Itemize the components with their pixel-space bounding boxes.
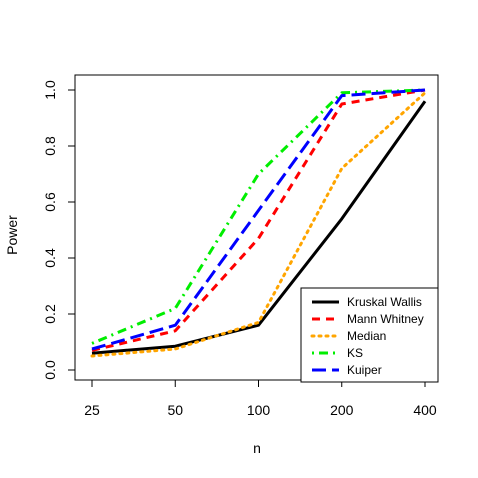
x-tick-label: 50 — [167, 402, 183, 418]
x-axis: 25 50 100 200 400 — [84, 379, 437, 418]
x-tick-label: 400 — [413, 402, 437, 418]
series-line-ks — [91, 88, 426, 345]
x-tick-label: 100 — [247, 402, 271, 418]
legend-label: Kruskal Wallis — [347, 295, 422, 309]
y-axis: 0.0 0.2 0.4 0.6 0.8 1.0 — [42, 80, 76, 380]
y-tick-label: 0.0 — [42, 360, 58, 380]
y-tick-label: 0.2 — [42, 304, 58, 324]
series-line-kruskal-wallis — [91, 100, 427, 355]
legend-label: Mann Whitney — [347, 312, 424, 326]
y-tick-label: 1.0 — [42, 80, 58, 100]
series-line-mann-whitney — [91, 88, 426, 352]
series-line-median — [90, 91, 427, 358]
legend: Kruskal Wallis Mann Whitney Median KS Kuiper — [300, 287, 439, 383]
x-axis-title: n — [253, 440, 261, 456]
legend-label: Median — [347, 329, 386, 343]
x-tick-label: 25 — [84, 402, 100, 418]
legend-label: Kuiper — [347, 363, 382, 377]
series-layer — [90, 88, 427, 358]
y-tick-label: 0.8 — [42, 136, 58, 156]
x-tick-label: 200 — [330, 402, 354, 418]
series-line-kuiper — [91, 88, 426, 351]
y-tick-label: 0.6 — [42, 192, 58, 212]
legend-label: KS — [347, 346, 363, 360]
y-axis-title: Power — [4, 215, 20, 255]
legend-box — [300, 287, 439, 383]
y-tick-label: 0.4 — [42, 248, 58, 268]
